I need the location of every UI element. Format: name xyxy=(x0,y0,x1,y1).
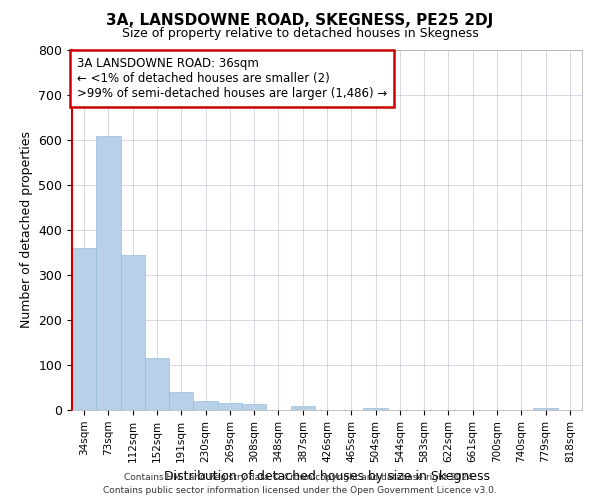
Bar xyxy=(533,408,558,410)
Bar xyxy=(72,248,96,410)
Bar xyxy=(218,403,242,410)
Bar xyxy=(242,404,266,410)
Bar xyxy=(193,401,218,410)
Bar xyxy=(96,136,121,410)
Text: 3A, LANSDOWNE ROAD, SKEGNESS, PE25 2DJ: 3A, LANSDOWNE ROAD, SKEGNESS, PE25 2DJ xyxy=(106,12,494,28)
Bar xyxy=(121,255,145,410)
Text: Size of property relative to detached houses in Skegness: Size of property relative to detached ho… xyxy=(122,28,478,40)
Bar xyxy=(364,408,388,410)
Text: 3A LANSDOWNE ROAD: 36sqm
← <1% of detached houses are smaller (2)
>99% of semi-d: 3A LANSDOWNE ROAD: 36sqm ← <1% of detach… xyxy=(77,57,388,100)
Bar xyxy=(169,392,193,410)
Text: Contains HM Land Registry data © Crown copyright and database right 2024.
Contai: Contains HM Land Registry data © Crown c… xyxy=(103,474,497,495)
Bar xyxy=(145,358,169,410)
Y-axis label: Number of detached properties: Number of detached properties xyxy=(20,132,33,328)
Bar xyxy=(290,406,315,410)
X-axis label: Distribution of detached houses by size in Skegness: Distribution of detached houses by size … xyxy=(164,470,490,483)
